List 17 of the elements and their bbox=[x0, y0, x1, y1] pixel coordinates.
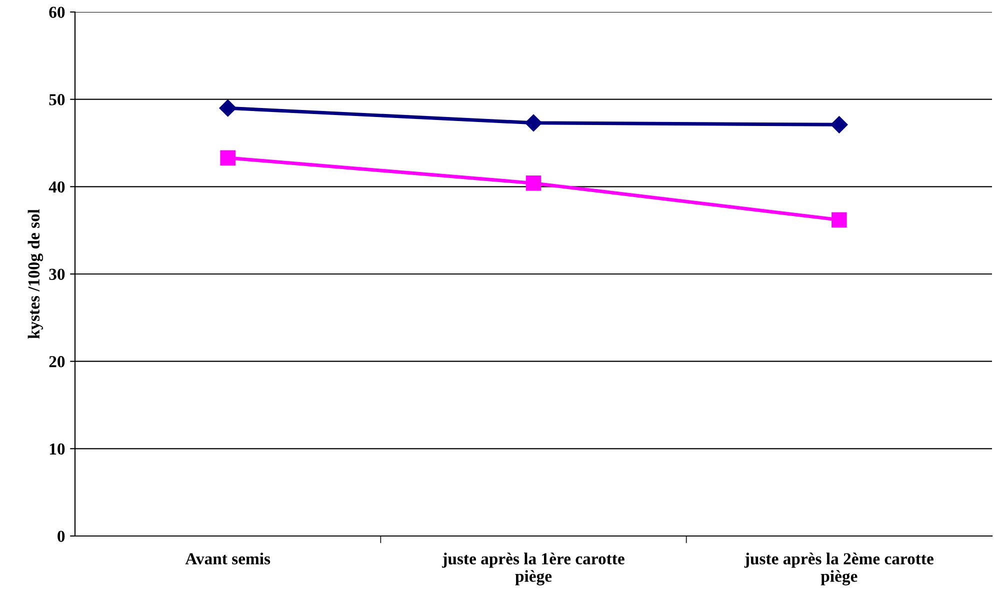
y-tick-label: 50 bbox=[49, 94, 65, 106]
y-tick-label: 10 bbox=[50, 443, 65, 455]
point bbox=[219, 100, 236, 117]
point bbox=[830, 116, 848, 134]
point bbox=[524, 114, 542, 132]
x-tick-label: Avant semis bbox=[185, 552, 270, 564]
x-tick-label: juste après la 1ère carotte piège bbox=[442, 552, 624, 586]
y-tick-label: 60 bbox=[49, 6, 65, 18]
point bbox=[832, 212, 847, 228]
y-tick-label: 0 bbox=[58, 530, 65, 542]
y-tick-label: 40 bbox=[48, 181, 65, 193]
y-axis-title: kystes /100g de sol bbox=[28, 209, 44, 339]
x-tick-label: juste après la 2ème carotte piège bbox=[744, 552, 934, 586]
y-tick-label: 20 bbox=[49, 356, 65, 368]
point bbox=[526, 176, 542, 191]
y-tick-label: 30 bbox=[49, 268, 65, 280]
point bbox=[220, 150, 236, 166]
